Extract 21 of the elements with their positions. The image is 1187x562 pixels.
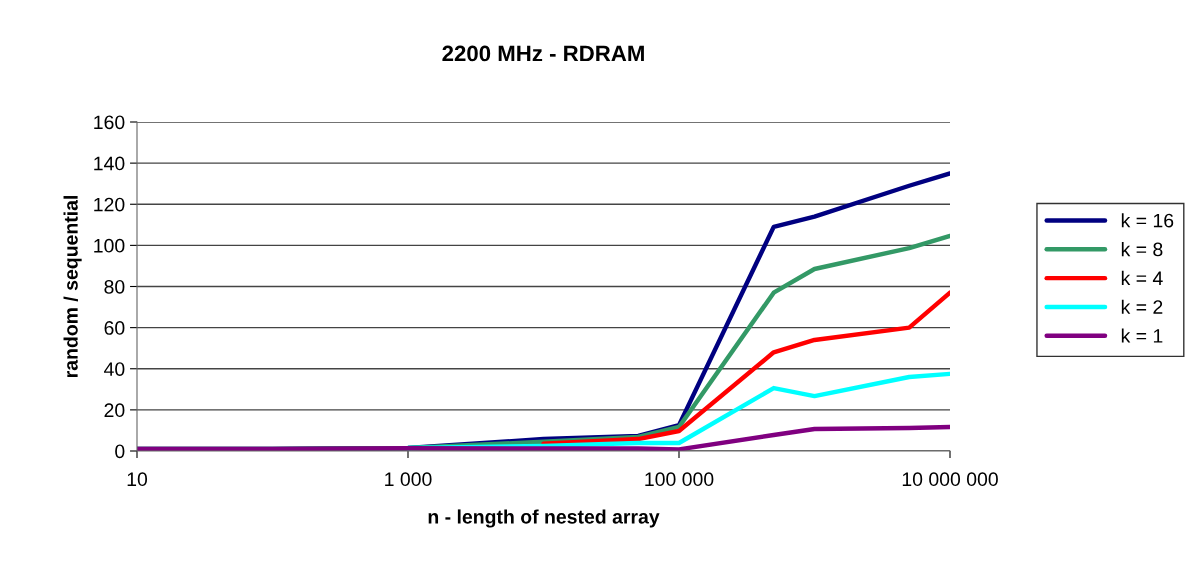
legend-label: k = 1	[1121, 328, 1163, 343]
x-axis-title: n - length of nested array	[428, 509, 660, 528]
legend-label: k = 16	[1121, 213, 1174, 228]
legend-label: k = 4	[1121, 270, 1163, 285]
y-tick-label: 0	[115, 444, 125, 459]
legend-label: k = 2	[1121, 299, 1163, 314]
x-tick-label: 10	[127, 472, 148, 487]
y-tick-label: 160	[94, 115, 125, 130]
y-tick-label: 40	[104, 362, 125, 376]
legend-label: k = 8	[1121, 242, 1163, 257]
y-axis-title: random / sequential	[63, 196, 82, 378]
y-tick-label: 20	[104, 403, 125, 418]
x-tick-label: 10 000 000	[902, 472, 998, 487]
x-tick-label: 100 000	[645, 472, 714, 487]
y-tick-label: 60	[104, 321, 125, 335]
y-tick-label: 120	[94, 197, 125, 212]
y-tick-label: 80	[104, 279, 125, 294]
x-tick-label: 1 000	[385, 472, 432, 487]
chart-title: 2200 MHz - RDRAM	[442, 45, 644, 62]
y-tick-label: 140	[94, 156, 125, 171]
y-tick-label: 100	[94, 238, 125, 253]
